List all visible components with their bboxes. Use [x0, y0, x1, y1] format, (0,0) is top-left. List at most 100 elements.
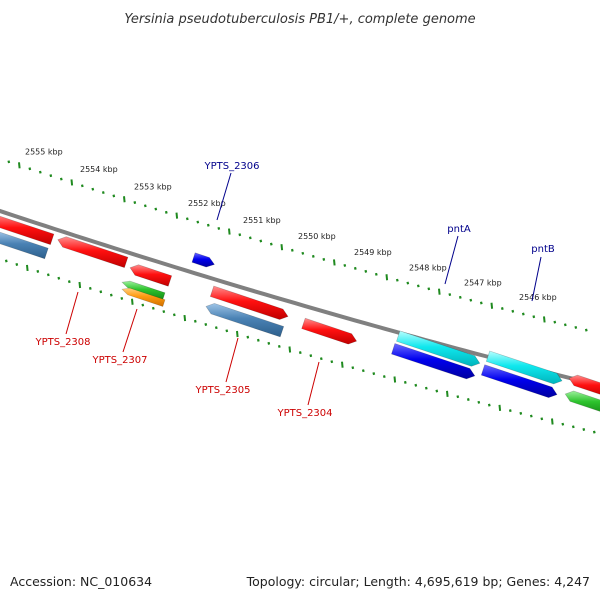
ruler-tick — [551, 418, 554, 425]
gene-leader-line — [444, 235, 459, 285]
ruler-tick — [269, 242, 273, 246]
gene-arrow — [0, 215, 55, 245]
ruler-tick — [36, 269, 40, 273]
gene-arrow — [191, 252, 215, 268]
ruler-tick — [4, 259, 8, 263]
ruler-tick — [487, 403, 491, 407]
ruler-tick — [164, 210, 168, 214]
genome-summary-text: Topology: circular; Length: 4,695,619 bp… — [246, 574, 590, 589]
ruler-tick — [498, 404, 502, 411]
gene-label: YPTS_2304 — [276, 408, 332, 419]
gene-leader-line — [216, 172, 232, 221]
ruler-tick — [185, 217, 189, 221]
ruler-tick — [80, 184, 84, 188]
ruler-tick — [49, 174, 53, 178]
ruler-tick — [7, 160, 11, 164]
tick-label: 2550 kbp — [298, 232, 336, 241]
ruler-tick — [469, 298, 473, 302]
ruler-tick — [540, 417, 544, 421]
ruler-tick — [15, 263, 19, 266]
ruler-tick — [582, 428, 586, 431]
ruler-tick — [330, 360, 334, 364]
ruler-tick — [521, 312, 525, 316]
ruler-tick — [311, 254, 315, 258]
gene-arrow — [391, 343, 476, 380]
ruler-tick — [26, 264, 29, 272]
ruler-tick — [571, 425, 575, 429]
ruler-tick — [490, 302, 494, 309]
ruler-tick — [458, 295, 462, 299]
ruler-tick — [424, 386, 428, 390]
tick-label: 2548 kbp — [409, 263, 447, 272]
ruler-tick — [416, 284, 420, 288]
ruler-tick — [574, 325, 578, 329]
ruler-tick — [372, 372, 376, 376]
ruler-tick — [277, 344, 281, 348]
gene-arrow — [209, 285, 289, 320]
ruler-tick — [38, 170, 42, 174]
ruler-tick — [353, 266, 357, 270]
gene-leader-line — [531, 256, 542, 302]
tick-label: 2551 kbp — [243, 216, 281, 225]
ruler-tick — [228, 228, 231, 235]
ruler-tick — [584, 328, 588, 332]
ruler-tick — [290, 248, 294, 252]
ruler-tick — [267, 341, 271, 345]
ruler-tick — [543, 316, 546, 323]
gene-arrow — [0, 231, 49, 260]
tick-label: 2553 kbp — [134, 182, 172, 191]
ruler-tick — [414, 383, 418, 387]
ruler-tick — [175, 212, 179, 219]
gene-arrow — [57, 236, 129, 268]
ruler-tick — [109, 293, 113, 297]
ruler-tick — [59, 177, 63, 181]
gene-label: pntA — [447, 224, 471, 235]
ruler-tick — [57, 276, 61, 280]
ruler-tick — [427, 287, 431, 291]
ruler-tick — [131, 298, 134, 305]
ruler-tick — [519, 411, 523, 415]
ruler-tick — [385, 274, 389, 281]
gene-leader-line — [122, 308, 138, 353]
ruler-tick — [193, 319, 197, 323]
gene-arrow — [121, 280, 166, 300]
ruler-tick — [446, 390, 449, 397]
ruler-tick — [154, 207, 158, 211]
ruler-tick — [162, 310, 166, 314]
ruler-tick — [319, 357, 323, 361]
gene-arrow — [564, 390, 600, 412]
gene-arrow — [480, 364, 558, 398]
ruler-tick — [225, 329, 229, 333]
ruler-tick — [91, 187, 95, 191]
ruler-tick — [456, 395, 460, 399]
outer-ruler — [7, 160, 588, 332]
tick-label: 2546 kbp — [519, 293, 557, 302]
gene-features — [0, 215, 600, 412]
ruler-tick — [123, 196, 126, 203]
tick-label: 2547 kbp — [464, 278, 502, 287]
ruler-tick — [438, 288, 441, 295]
ruler-tick — [466, 398, 470, 401]
accession-text: Accession: NC_010634 — [10, 574, 152, 589]
ruler-tick — [248, 236, 252, 240]
ruler-tick — [143, 204, 147, 208]
ruler-tick — [18, 162, 21, 169]
ruler-tick — [70, 179, 74, 186]
ruler-tick — [361, 369, 365, 373]
ruler-tick — [280, 244, 284, 251]
ruler-tick — [364, 269, 368, 273]
ruler-tick — [172, 313, 176, 317]
ruler-tick — [500, 307, 504, 310]
gene-arrow — [121, 287, 166, 307]
ruler-tick — [88, 286, 92, 290]
ruler-tick — [403, 380, 407, 384]
ruler-tick — [151, 306, 155, 310]
ruler-tick — [448, 293, 452, 297]
inner-ruler — [4, 259, 596, 434]
ruler-tick — [112, 194, 116, 198]
gene-leader-line — [65, 291, 79, 335]
ruler-tick — [333, 259, 336, 266]
gene-label: YPTS_2306 — [203, 161, 259, 172]
ruler-tick — [374, 272, 378, 276]
